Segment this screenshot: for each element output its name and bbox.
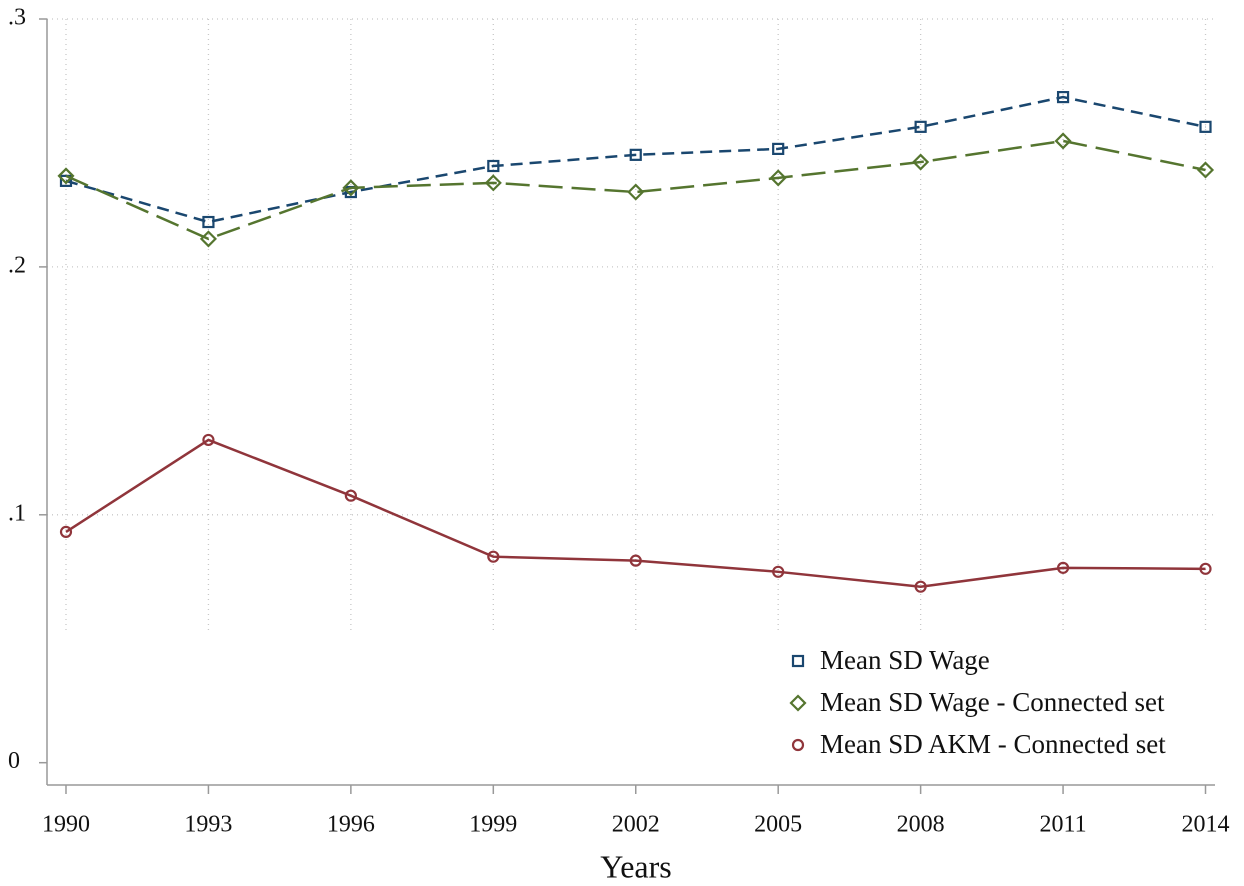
x-axis-title: Years <box>600 848 671 884</box>
marker <box>1054 132 1072 150</box>
legend-label: Mean SD Wage - Connected set <box>820 687 1165 717</box>
series-line <box>65 95 1206 224</box>
marker <box>342 179 360 197</box>
series-line <box>65 438 1206 588</box>
marker <box>57 167 75 185</box>
marker <box>914 120 927 133</box>
x-tick-label: 2008 <box>897 812 945 838</box>
y-tick-label: .1 <box>8 500 26 526</box>
marker <box>627 183 645 201</box>
marker <box>199 230 217 248</box>
x-tick-label: 2011 <box>1040 812 1087 838</box>
marker <box>202 215 215 229</box>
legend-marker <box>791 738 805 752</box>
marker <box>487 550 500 563</box>
x-tick-label: 1990 <box>42 812 90 838</box>
marker <box>629 148 642 161</box>
legend-label: Mean SD AKM - Connected set <box>820 729 1166 759</box>
legend-marker <box>789 694 807 712</box>
marker <box>59 174 73 187</box>
marker <box>344 489 357 502</box>
marker <box>484 174 502 192</box>
marker <box>772 142 785 155</box>
legend-marker <box>791 654 805 668</box>
marker <box>1056 90 1070 104</box>
y-tick-label: .3 <box>8 5 26 31</box>
marker <box>487 159 500 173</box>
marker <box>912 153 930 171</box>
x-tick-label: 2002 <box>612 812 660 838</box>
marker <box>772 565 785 578</box>
legend-label: Mean SD Wage <box>820 645 990 675</box>
marker <box>1196 161 1215 179</box>
x-tick-label: 1999 <box>469 812 517 838</box>
marker <box>629 554 642 567</box>
x-tick-label: 1993 <box>184 812 232 838</box>
marker <box>1199 562 1212 575</box>
x-tick-label: 2014 <box>1182 812 1230 838</box>
marker <box>1199 120 1212 133</box>
marker <box>914 580 927 593</box>
marker <box>202 433 215 447</box>
x-tick-label: 2005 <box>754 812 802 838</box>
y-tick-label: 0 <box>8 748 20 774</box>
marker <box>769 169 787 187</box>
y-tick-label: .2 <box>8 252 26 278</box>
series-line <box>65 139 1206 241</box>
marker <box>1056 561 1070 574</box>
marker <box>59 525 73 538</box>
x-tick-label: 1996 <box>327 812 375 838</box>
